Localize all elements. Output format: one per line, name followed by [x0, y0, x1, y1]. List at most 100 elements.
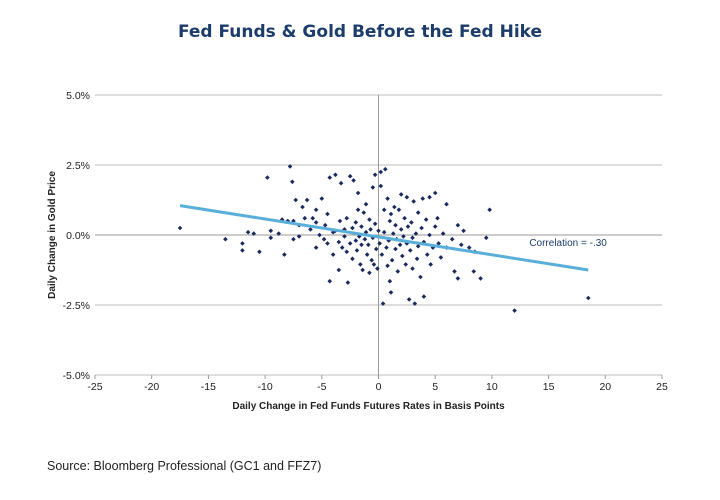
data-point [398, 227, 404, 232]
data-point [368, 227, 373, 232]
x-tick-label: -10 [258, 381, 273, 393]
x-tick-labels: -25 -20 -15 -10 -5 0 5 10 15 20 25 [87, 381, 668, 393]
data-point [327, 278, 333, 284]
data-point [383, 166, 388, 172]
data-point [384, 245, 389, 250]
data-point [240, 241, 245, 246]
data-point [321, 236, 327, 242]
data-point [361, 210, 367, 215]
data-point [358, 262, 363, 267]
data-point [406, 297, 412, 302]
data-point [342, 227, 347, 232]
data-point [421, 294, 427, 299]
data-point [325, 241, 330, 246]
data-point [304, 197, 310, 203]
data-point [325, 211, 330, 217]
data-point [338, 180, 344, 186]
data-point [350, 225, 355, 231]
data-point [350, 256, 355, 262]
data-point [585, 295, 591, 301]
data-point [478, 276, 483, 281]
data-point [251, 231, 257, 236]
data-point [257, 249, 262, 255]
data-point [265, 175, 270, 180]
x-tick-label: -5 [317, 381, 326, 393]
data-point [435, 215, 440, 221]
data-point [385, 196, 390, 201]
data-point [371, 262, 377, 267]
data-point [483, 235, 489, 241]
data-point [319, 196, 325, 201]
data-point [452, 269, 457, 274]
data-point [322, 222, 328, 228]
data-point [313, 207, 319, 213]
data-point [347, 241, 353, 246]
data-point [386, 238, 392, 243]
axes [94, 95, 663, 379]
data-point [407, 248, 413, 253]
data-point [364, 252, 370, 257]
data-point [353, 220, 359, 225]
data-point [376, 228, 381, 234]
y-tick-labels: -5.0% -2.5% 0.0% 2.5% 5.0% [63, 90, 90, 382]
data-point [282, 252, 287, 257]
data-point [365, 242, 371, 248]
data-point [367, 270, 372, 276]
data-point [363, 201, 369, 207]
y-tick-label: -2.5% [63, 300, 90, 312]
data-point [370, 185, 376, 190]
data-point [378, 169, 384, 175]
data-point [291, 218, 296, 224]
trendline-layer [179, 204, 589, 272]
data-point [393, 222, 398, 228]
data-point [398, 192, 404, 197]
data-point [327, 175, 333, 180]
data-point [466, 245, 472, 250]
data-point [390, 231, 396, 236]
correlation-annotation: Correlation = -.30 [529, 238, 607, 249]
data-point [381, 229, 387, 235]
data-point [377, 241, 382, 246]
data-point [373, 246, 379, 252]
data-point [512, 308, 517, 313]
data-point [419, 225, 424, 231]
data-point [359, 224, 364, 229]
data-point [412, 301, 418, 306]
data-point [310, 215, 316, 221]
data-point [336, 267, 342, 273]
chart-title: Fed Funds & Gold Before the Fed Hike [177, 22, 543, 42]
data-point [423, 217, 429, 222]
data-point [369, 257, 374, 263]
data-point [293, 197, 299, 203]
data-point [440, 231, 446, 236]
x-tick-label: 5 [432, 381, 438, 393]
data-point [372, 172, 378, 178]
x-tick-label: -25 [87, 381, 102, 393]
data-point [444, 201, 449, 207]
data-point [410, 235, 415, 241]
data-point [333, 172, 338, 178]
data-point [339, 245, 345, 250]
data-point [427, 232, 432, 238]
data-point [380, 301, 386, 306]
data-point [336, 239, 342, 245]
data-point [411, 199, 416, 204]
data-point [308, 227, 313, 232]
trendline [179, 204, 589, 272]
data-point [432, 190, 438, 196]
data-point [356, 234, 362, 239]
y-tick-label: 0.0% [66, 230, 90, 242]
data-point [438, 255, 444, 260]
data-point [400, 253, 405, 259]
data-point [240, 248, 245, 253]
data-point [337, 218, 343, 224]
data-point [402, 215, 407, 221]
source-note: Source: Bloomberg Professional (GC1 and … [47, 459, 322, 473]
data-point [387, 278, 393, 284]
data-point [388, 211, 394, 217]
data-point [355, 190, 361, 196]
data-point [396, 207, 402, 213]
data-point [432, 224, 438, 229]
data-point [413, 231, 419, 236]
